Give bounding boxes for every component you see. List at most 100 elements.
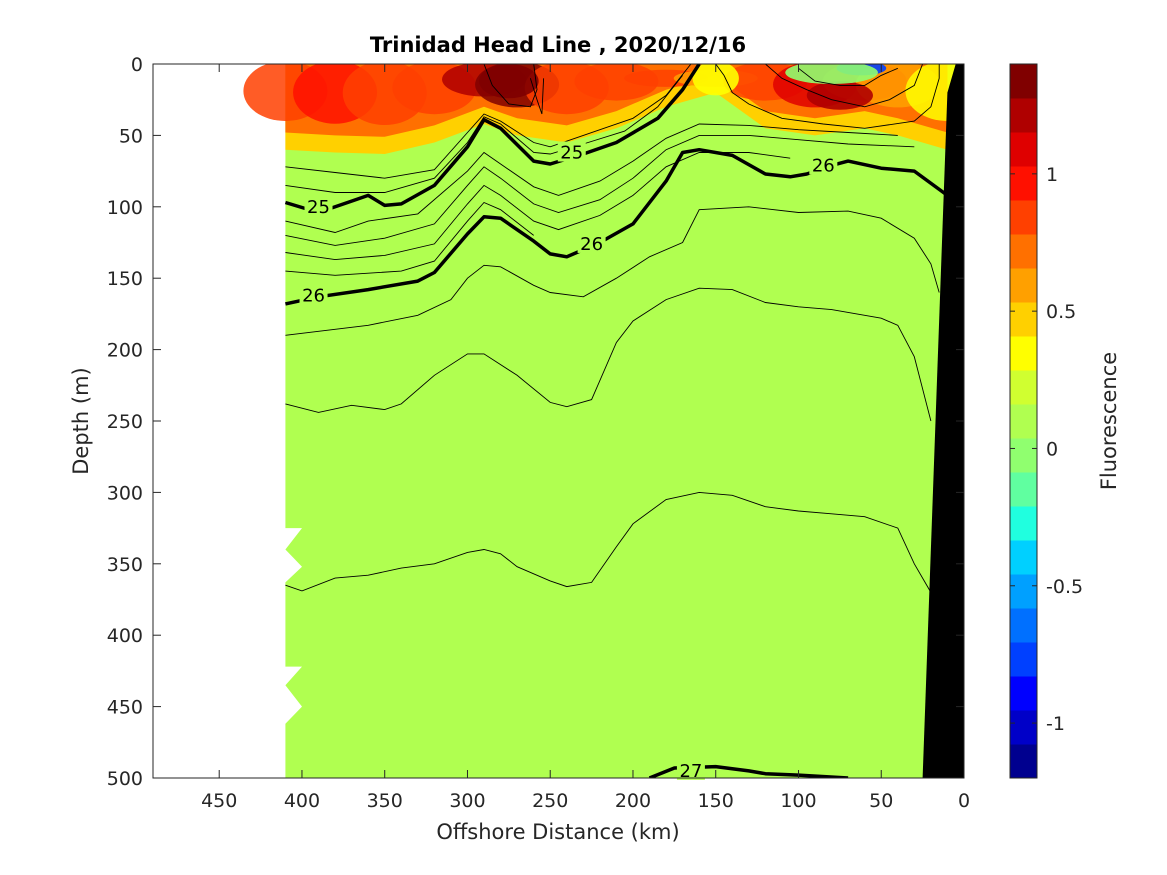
colorbar-swatch [1010,404,1037,439]
colorbar-swatch [1010,98,1037,133]
y-tick-label: 150 [107,268,143,290]
thin-contour [285,287,932,422]
contour-label-text: 25 [560,143,583,164]
colorbar-swatch [1010,200,1037,235]
masked-notch [282,528,302,583]
contour-label-bg [809,154,838,175]
plot-area [153,64,964,778]
y-tick-label: 50 [119,125,143,147]
bathymetry [922,64,964,778]
thin-contour [285,201,534,276]
contour-label: 26 [577,232,606,255]
colorbar-swatch [1010,132,1037,167]
colorbar-tick-label: 1 [1046,164,1058,186]
colorbar-swatch [1010,268,1037,303]
seafloor [922,64,964,778]
contour-label-text: 26 [580,234,603,255]
thin-contour [529,78,545,115]
field-feature [806,81,873,110]
contour-labels: 25 25 26 26 26 27 [299,141,838,782]
x-axis: 450 400 350 300 250 200 150 100 50 0 [201,64,970,812]
x-axis-label: Offshore Distance (km) [436,820,679,844]
x-tick-label: 0 [958,790,970,812]
field-feature [785,64,878,84]
colorbar-swatch [1010,574,1037,609]
contour-label-text: 25 [307,197,330,218]
density-contours [284,64,949,778]
contour-label-text: 26 [302,285,325,306]
x-tick-label: 150 [698,790,734,812]
thin-contour [285,75,683,193]
contour-label-bg [557,141,586,162]
density-contour-25 [284,64,701,215]
contour-label-bg [577,232,606,253]
y-tick-label: 350 [107,554,143,576]
x-tick-label: 100 [780,790,816,812]
thin-contour [715,64,940,129]
contour-label-text: 27 [679,761,702,782]
colorbar-swatch [1010,438,1037,473]
contour-label: 27 [676,759,705,782]
colorbar-label: Fluorescence [1097,352,1121,490]
contour-label: 25 [304,195,333,218]
colorbar-swatch [1010,676,1037,711]
colorbar-swatch [1010,710,1037,745]
colorbar-frame [1009,63,1038,779]
y-tick-label: 100 [107,197,143,219]
y-tick-label: 500 [107,768,143,790]
thin-contour [285,491,948,607]
field-background [285,64,964,778]
masked-region [282,528,302,724]
y-axis-label: Depth (m) [69,367,93,474]
field-feature [479,64,539,99]
thin-contour [798,67,898,86]
colorbar-swatch [1010,506,1037,541]
thin-contour [285,123,898,233]
colorbar: -1 -0.5 0 0.5 1 [1009,63,1083,779]
colorbar-swatch [1010,166,1037,201]
fluorescence-field [243,64,964,778]
colorbar-swatch [1010,64,1037,99]
colorbar-swatch [1010,540,1037,575]
y-tick-label: 300 [107,482,143,504]
thin-contour [285,206,940,336]
thin-contour [483,64,538,108]
colorbar-tick-label: -1 [1046,713,1065,735]
colorbar-swatch [1010,370,1037,405]
colorbar-swatch [1010,302,1037,337]
y-axis: 0 50 100 150 200 250 300 350 400 450 500 [107,54,964,790]
thin-contour [765,64,924,108]
y-tick-label: 200 [107,340,143,362]
colorbar-tick-label: 0 [1046,438,1058,460]
chart-title: Trinidad Head Line , 2020/12/16 [370,33,746,57]
x-tick-label: 50 [869,790,893,812]
colorbar-swatch [1010,744,1037,779]
field-feature [692,64,739,96]
thin-contour [285,64,692,179]
contour-label-bg [676,759,705,780]
contour-label: 26 [809,154,838,176]
colorbar-swatch [1010,608,1037,643]
colorbar-swatch [1010,642,1037,677]
y-tick-label: 450 [107,697,143,719]
x-tick-label: 250 [532,790,568,812]
thin-contour [285,152,791,261]
contour-label-text: 26 [812,155,835,176]
x-tick-label: 450 [201,790,237,812]
y-tick-label: 250 [107,411,143,433]
colorbar-swatch [1010,234,1037,269]
y-tick-label: 400 [107,625,143,647]
contour-label: 25 [557,141,586,164]
x-tick-label: 300 [449,790,485,812]
x-tick-label: 200 [615,790,651,812]
colorbar-tick-label: -0.5 [1046,576,1083,598]
thin-contour [285,134,915,246]
y-tick-label: 0 [131,54,143,76]
x-tick-label: 350 [367,790,403,812]
colorbar-swatch [1010,472,1037,507]
x-tick-label: 400 [284,790,320,812]
contour-label-bg [304,195,333,216]
colorbar-swatch [1010,336,1037,371]
contour-label-bg [299,284,328,305]
colorbar-tick-label: 0.5 [1046,301,1076,323]
